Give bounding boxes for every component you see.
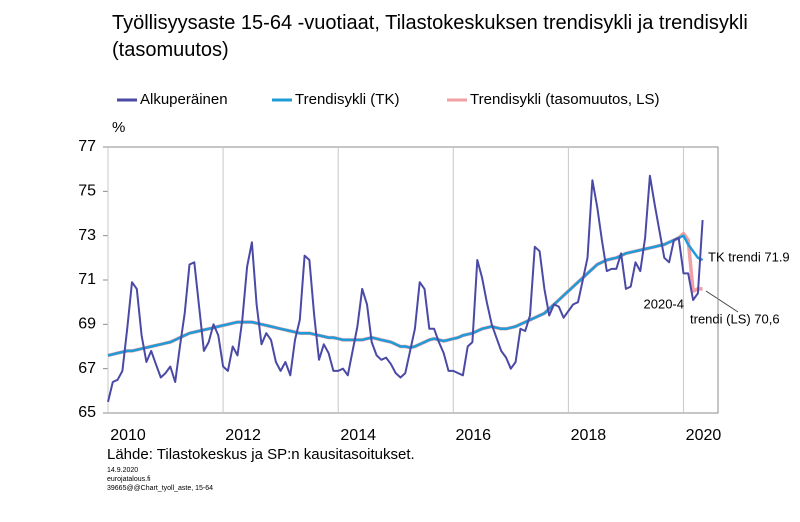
y-unit-label: % <box>112 119 125 136</box>
x-tick-label: 2020 <box>686 427 722 444</box>
plot-area <box>107 146 719 414</box>
y-tick-label: 77 <box>78 138 96 155</box>
y-tick-label: 67 <box>78 360 96 377</box>
y-tick-label: 71 <box>78 271 96 288</box>
series-line <box>107 234 704 357</box>
annotation: 2020-4 <box>644 296 684 311</box>
legend-label: Trendisykli (tasomuutos, LS) <box>470 91 660 108</box>
footnote: 14.9.2020 <box>107 467 138 474</box>
series-line <box>107 174 704 403</box>
x-tick-label: 2012 <box>225 427 261 444</box>
x-tick-label: 2016 <box>455 427 491 444</box>
x-tick-label: 2014 <box>340 427 376 444</box>
footnote: eurojatalous.fi <box>107 476 151 483</box>
legend-label: Trendisykli (TK) <box>295 91 399 108</box>
x-tick-label: 2010 <box>110 427 146 444</box>
leader-line <box>705 290 739 313</box>
y-tick-label: 73 <box>78 227 96 244</box>
source: Lähde: Tilastokeskus ja SP:n kausitasoit… <box>107 446 415 463</box>
y-tick-label: 65 <box>78 404 96 421</box>
x-tick-label: 2018 <box>571 427 607 444</box>
footnote: 39665@@Chart_tyoll_aste, 15-64 <box>107 485 213 492</box>
annotation: trendi (LS) 70,6 <box>690 311 780 326</box>
chart-title: Työllisyysaste 15-64 -vuotiaat, Tilastok… <box>112 12 748 61</box>
annotation: TK trendi 71.9 <box>708 249 790 264</box>
y-tick-label: 69 <box>78 316 96 333</box>
legend-label: Alkuperäinen <box>140 91 228 108</box>
y-tick-label: 75 <box>78 183 96 200</box>
